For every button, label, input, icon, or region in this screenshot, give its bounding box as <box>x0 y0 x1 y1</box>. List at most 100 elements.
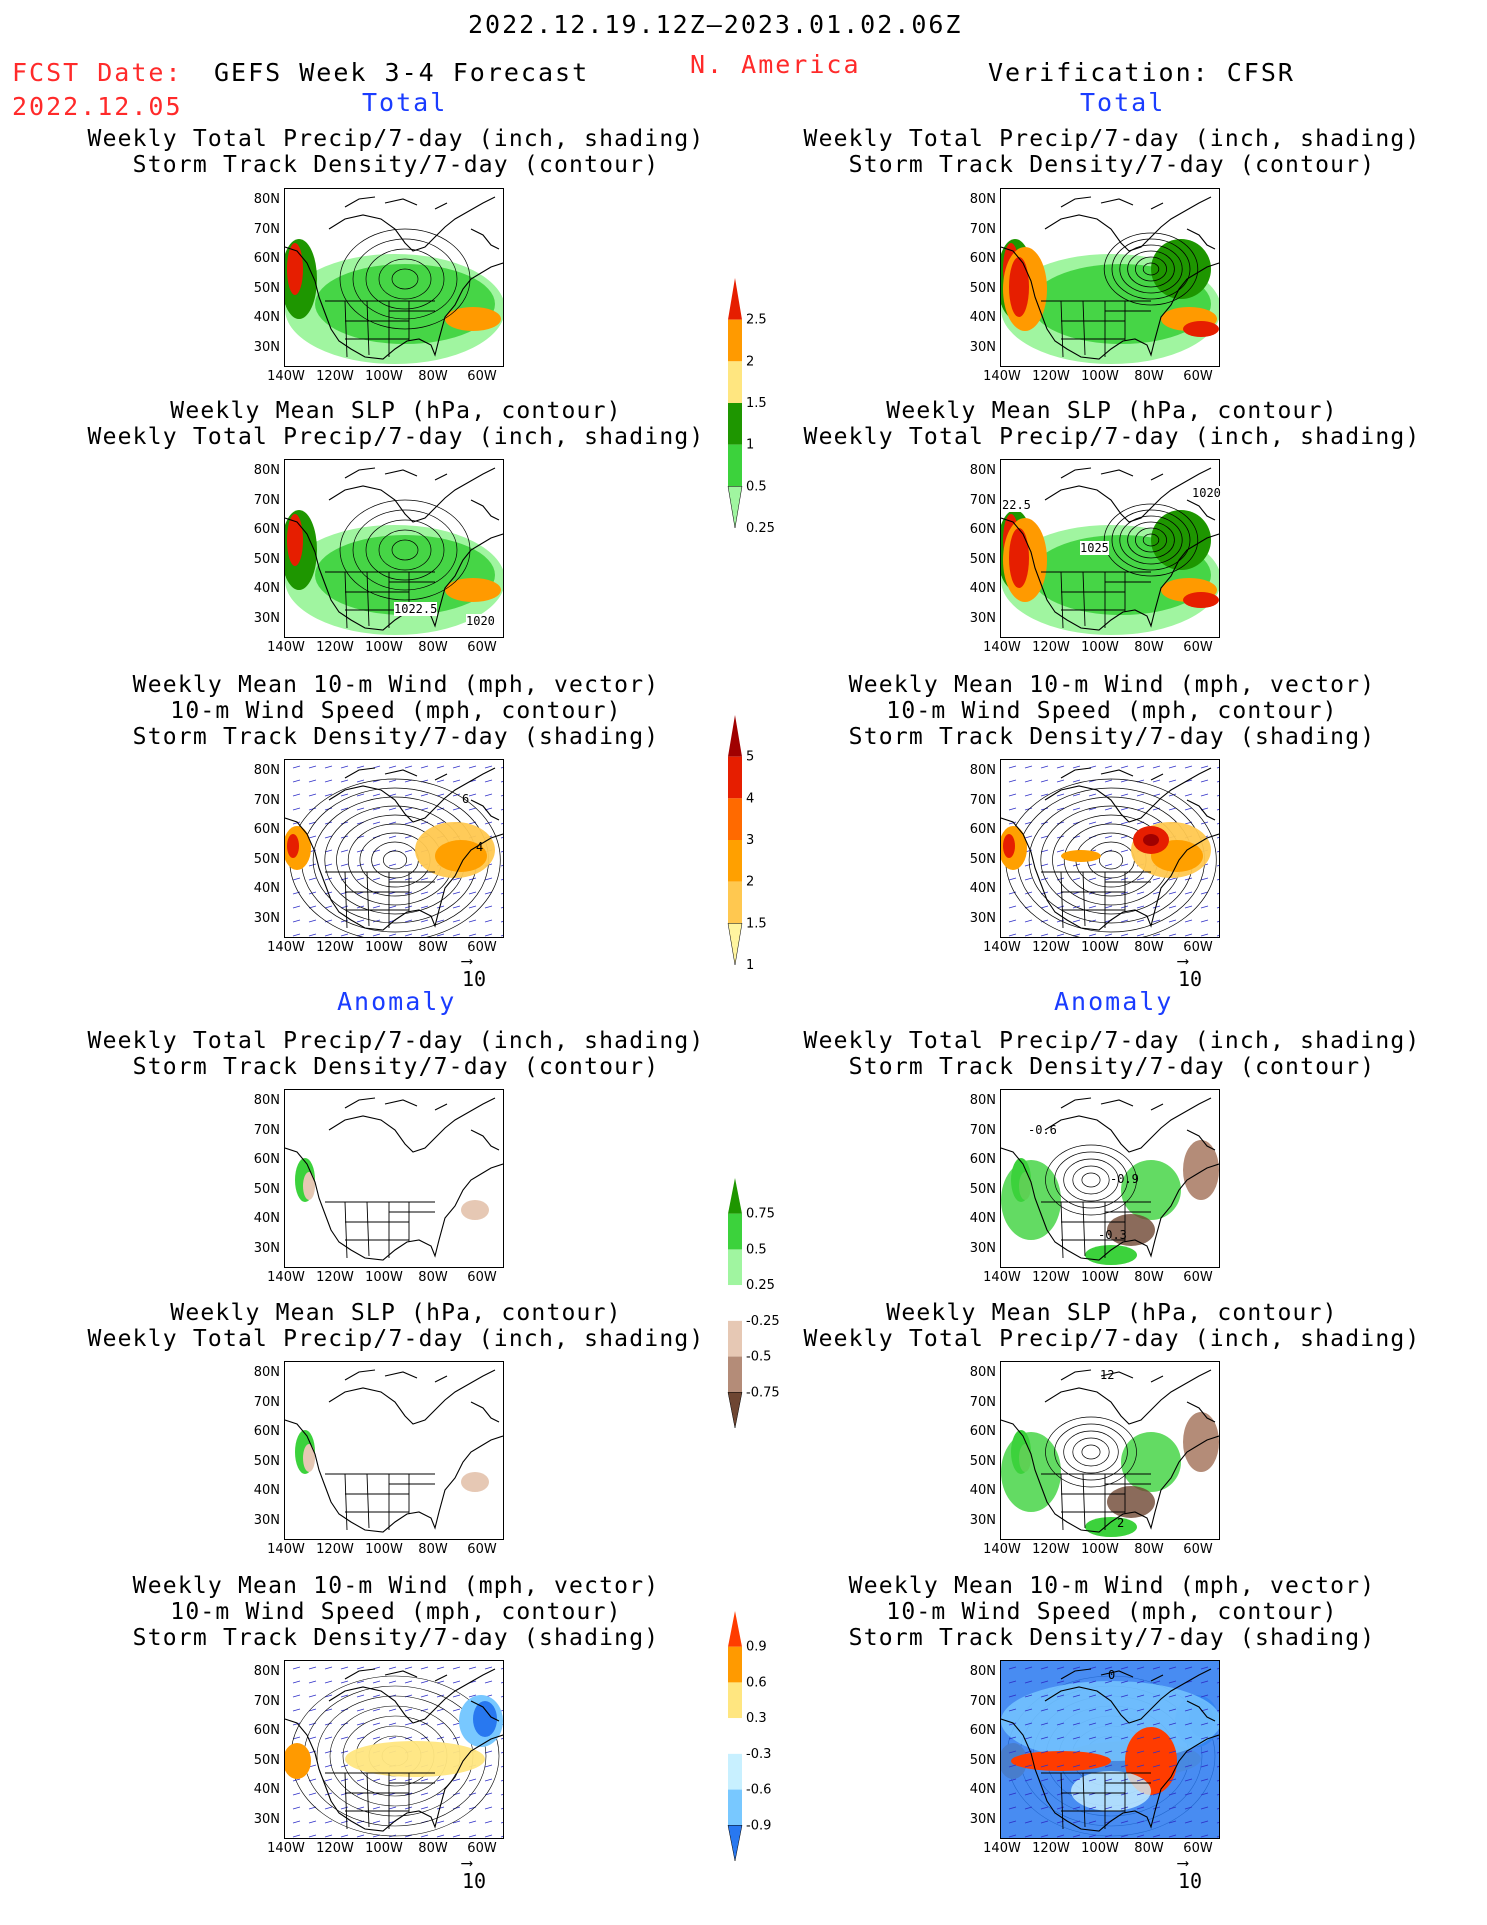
contour-label: 1020 <box>466 614 495 628</box>
lon-tick-label: 80W <box>418 1270 448 1285</box>
colorbar-precip-anom: 0.75 0.5 0.25 -0.25 -0.5 -0.75 <box>727 1178 780 1429</box>
vector-ref-ob-total: ⟶ 10 <box>1178 951 1203 992</box>
lon-tick-label: 60W <box>1183 1542 1213 1557</box>
lon-tick-label: 140W <box>267 1270 305 1285</box>
colorbar-tick-label: 0.75 <box>746 1207 775 1222</box>
contour-label: 22.5 <box>1002 498 1031 512</box>
colorbar-storm-anom: 0.9 0.6 0.3 -0.3 -0.6 -0.9 <box>727 1611 771 1862</box>
vector-ref-label: 10 <box>1178 1869 1203 1893</box>
lat-tick-label: 80N <box>253 1365 280 1380</box>
lon-tick-label: 60W <box>467 1841 497 1856</box>
colorbar-tick-label: 2 <box>746 354 754 369</box>
lon-tick-label: 140W <box>267 640 305 655</box>
lon-tick-label: 100W <box>1081 940 1119 955</box>
lon-tick-label: 120W <box>1032 369 1070 384</box>
lat-tick-label: 40N <box>253 1211 280 1226</box>
verification-label: Verification: CFSR <box>988 58 1295 87</box>
lat-tick-label: 70N <box>253 1693 280 1709</box>
lat-tick-label: 80N <box>253 1664 280 1679</box>
map-ob-anom-wind-storm <box>1000 1660 1220 1839</box>
lat-tick-label: 30N <box>253 339 280 355</box>
lon-tick-label: 100W <box>1081 640 1119 655</box>
title-line: Weekly Total Precip/7-day (inch, shading… <box>87 126 705 152</box>
colorbar-tick-label: 4 <box>746 791 754 806</box>
title-ob-anom-wind-storm: Weekly Mean 10-m Wind (mph, vector) 10-m… <box>792 1573 1432 1651</box>
contour-label: -0.3 <box>1098 1228 1127 1242</box>
title-ob-anom-precip-storm: Weekly Total Precip/7-day (inch, shading… <box>792 1028 1432 1080</box>
lat-tick-label: 70N <box>969 1122 996 1138</box>
lat-tick-label: 70N <box>969 221 996 237</box>
map-fc-anom-precip-storm <box>284 1089 504 1268</box>
map-fc-anom-wind-storm <box>284 1660 504 1839</box>
title-line: Weekly Total Precip/7-day (inch, shading… <box>803 126 1421 152</box>
lon-tick-label: 60W <box>1183 1270 1213 1285</box>
section-total-right: Total <box>1080 88 1166 117</box>
lon-tick-label: 140W <box>983 640 1021 655</box>
lat-tick-label: 40N <box>253 1483 280 1498</box>
lat-tick-label: 60N <box>969 1723 996 1738</box>
title-ob-slp-precip: Weekly Mean SLP (hPa, contour) Weekly To… <box>792 398 1432 450</box>
contour-label: 1020 <box>1192 486 1221 500</box>
lat-tick-label: 70N <box>969 1693 996 1709</box>
lon-tick-label: 60W <box>1183 640 1213 655</box>
title-line: Storm Track Density/7-day (shading) <box>132 724 660 750</box>
lon-tick-label: 140W <box>983 369 1021 384</box>
title-line: Weekly Mean SLP (hPa, contour) <box>170 398 622 424</box>
lon-tick-label: 80W <box>418 940 448 955</box>
title-ob-precip-storm: Weekly Total Precip/7-day (inch, shading… <box>792 126 1432 178</box>
colorbar-tick-label: 1.5 <box>746 396 767 411</box>
lon-tick-label: 140W <box>267 1841 305 1856</box>
lon-tick-label: 100W <box>365 1270 403 1285</box>
lat-tick-label: 30N <box>253 1240 280 1256</box>
lat-tick-label: 70N <box>253 221 280 237</box>
lat-tick-label: 50N <box>969 1453 996 1469</box>
title-fc-anom-precip-storm: Weekly Total Precip/7-day (inch, shading… <box>76 1028 716 1080</box>
lat-tick-label: 50N <box>969 1752 996 1768</box>
date-range-title: 2022.12.19.12Z–2023.01.02.06Z <box>468 10 963 39</box>
lat-tick-label: 80N <box>969 1365 996 1380</box>
title-line: 10-m Wind Speed (mph, contour) <box>170 1599 622 1625</box>
section-anomaly-right: Anomaly <box>1054 987 1174 1016</box>
title-line: Weekly Total Precip/7-day (inch, shading… <box>87 1326 705 1352</box>
title-fc-precip-storm: Weekly Total Precip/7-day (inch, shading… <box>76 126 716 178</box>
title-fc-anom-wind-storm: Weekly Mean 10-m Wind (mph, vector) 10-m… <box>76 1573 716 1651</box>
title-line: Storm Track Density/7-day (contour) <box>848 152 1376 178</box>
colorbar-tick-label: 0.9 <box>746 1640 767 1655</box>
vector-ref-label: 10 <box>462 967 487 991</box>
lon-tick-label: 60W <box>467 369 497 384</box>
colorbar-tick-label: 0.25 <box>746 1278 775 1293</box>
lon-tick-label: 100W <box>365 369 403 384</box>
colorbar-tick-label: -0.25 <box>746 1314 780 1329</box>
title-fc-wind-storm: Weekly Mean 10-m Wind (mph, vector) 10-m… <box>76 672 716 750</box>
lon-tick-label: 140W <box>983 1542 1021 1557</box>
forecast-title: GEFS Week 3-4 Forecast <box>214 58 590 87</box>
lon-tick-label: 80W <box>1134 369 1164 384</box>
map-ob-anom-slp-precip <box>1000 1361 1220 1540</box>
vector-ref-label: 10 <box>1178 967 1203 991</box>
contour-label: -0.9 <box>1110 1172 1139 1186</box>
lat-tick-label: 30N <box>253 1512 280 1528</box>
lat-tick-label: 80N <box>969 1664 996 1679</box>
lat-tick-label: 60N <box>969 1152 996 1167</box>
lon-tick-label: 80W <box>1134 940 1164 955</box>
title-line: Weekly Mean SLP (hPa, contour) <box>886 398 1338 424</box>
map-ob-anom-precip-storm <box>1000 1089 1220 1268</box>
colorbar-tick-label: 2 <box>746 875 754 890</box>
contour-label: 12 <box>1100 1368 1115 1382</box>
lat-tick-label: 30N <box>253 610 280 626</box>
title-ob-anom-slp-precip: Weekly Mean SLP (hPa, contour) Weekly To… <box>792 1300 1432 1352</box>
colorbar-tick-label: 1 <box>746 958 754 973</box>
lon-tick-label: 60W <box>1183 940 1213 955</box>
colorbar-tick-label: 2.5 <box>746 313 767 328</box>
lat-tick-label: 80N <box>969 763 996 778</box>
lat-tick-label: 60N <box>253 522 280 537</box>
title-line: Storm Track Density/7-day (shading) <box>132 1625 660 1651</box>
lat-tick-label: 50N <box>253 551 280 567</box>
lat-tick-label: 50N <box>969 551 996 567</box>
lat-tick-label: 60N <box>253 1723 280 1738</box>
lat-tick-label: 30N <box>969 339 996 355</box>
title-line: Weekly Mean 10-m Wind (mph, vector) <box>848 1573 1376 1599</box>
colorbar-tick-label: -0.6 <box>746 1783 771 1798</box>
lat-tick-label: 60N <box>969 251 996 266</box>
title-line: Weekly Total Precip/7-day (inch, shading… <box>803 1028 1421 1054</box>
